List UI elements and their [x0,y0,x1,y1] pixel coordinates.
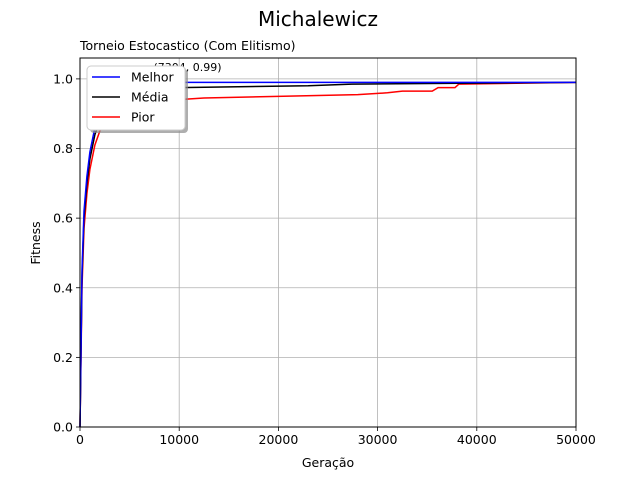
chart-title: Michalewicz [258,7,378,31]
y-tick-label: 0.0 [53,420,73,435]
y-tick-label: 0.2 [53,350,73,365]
axis-ticks: 0 10000 20000 30000 40000 50000 0.0 0.2 0.4 0.6 0.… [53,71,596,447]
y-tick-label: 0.8 [53,141,73,156]
x-tick-label: 10000 [159,432,199,447]
y-tick-label: 0.4 [53,280,73,295]
x-tick-label: 30000 [358,432,398,447]
x-tick-label: 50000 [556,432,596,447]
x-tick-label: 20000 [259,432,299,447]
x-axis-label: Geração [302,455,354,470]
y-axis-label: Fitness [28,221,43,264]
legend-label: Melhor [131,70,175,85]
grid [79,58,577,428]
legend: Melhor Média Pior [86,65,188,133]
x-tick-label: 0 [76,432,84,447]
x-tick-label: 40000 [457,432,497,447]
y-tick-label: 0.6 [53,211,73,226]
legend-label: Pior [131,110,155,125]
chart-subtitle: Torneio Estocastico (Com Elitismo) [79,38,296,53]
y-tick-label: 1.0 [53,71,73,86]
legend-label: Média [131,90,169,105]
legend-box [86,65,186,131]
plot-frame [79,57,577,428]
